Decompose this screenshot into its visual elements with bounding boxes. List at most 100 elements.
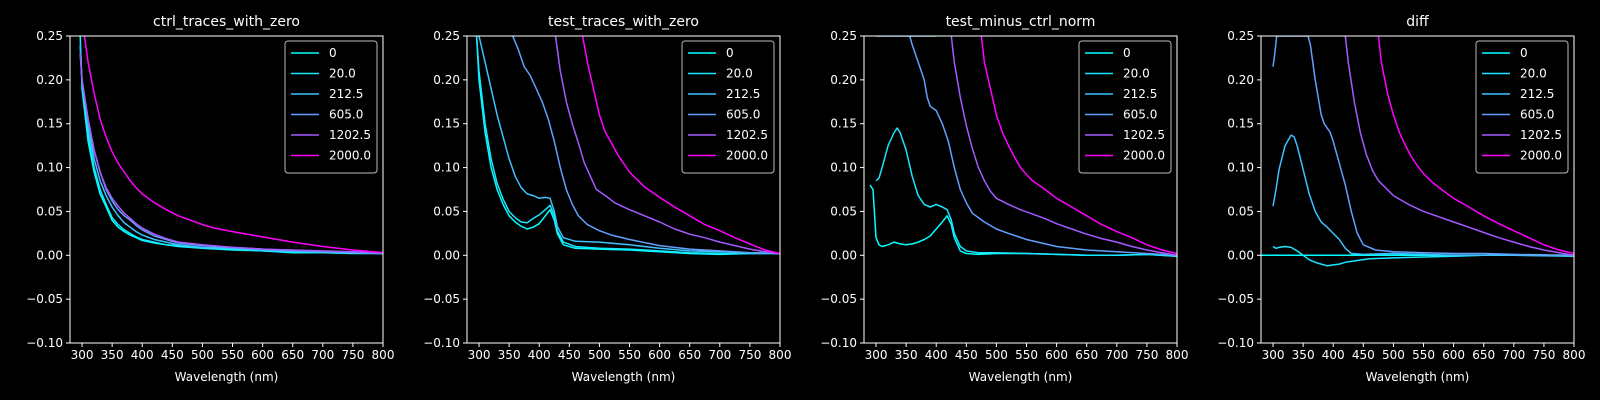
y-tick-label: 0.25: [830, 29, 857, 43]
subplot-title: test_minus_ctrl_norm: [946, 14, 1096, 30]
legend-label: 212.5: [329, 87, 363, 101]
x-tick-label: 550: [618, 348, 641, 362]
y-tick-label: −0.10: [26, 336, 63, 350]
y-tick-label: −0.05: [820, 292, 857, 306]
x-axis-label: Wavelength (nm): [969, 370, 1073, 384]
series-line-20.0: [79, 44, 383, 255]
x-tick-label: 600: [251, 348, 274, 362]
y-tick-label: −0.10: [1217, 336, 1254, 350]
legend-label: 2000.0: [726, 149, 768, 163]
x-tick-label: 550: [1412, 348, 1435, 362]
y-tick-label: 0.15: [36, 117, 63, 131]
x-tick-label: 600: [1442, 348, 1465, 362]
subplot-title: test_traces_with_zero: [548, 14, 699, 30]
x-tick-label: 700: [1105, 348, 1128, 362]
x-tick-label: 300: [468, 348, 491, 362]
y-tick-label: −0.05: [26, 292, 63, 306]
x-tick-label: 500: [985, 348, 1008, 362]
y-tick-label: 0.10: [1227, 161, 1254, 175]
series-line-1202.5: [1344, 36, 1574, 257]
x-tick-label: 700: [1502, 348, 1525, 362]
y-tick-label: 0.05: [433, 204, 460, 218]
legend: 0 20.0 212.5 605.0 1202.5 2000.0: [681, 40, 775, 174]
series-line-20.0: [475, 36, 780, 255]
legend-label: 605.0: [1520, 108, 1554, 122]
series-line-20.0: [875, 127, 1177, 257]
legend-label: 20.0: [1123, 67, 1150, 81]
y-tick-label: −0.10: [423, 336, 460, 350]
legend-label: 605.0: [1123, 108, 1157, 122]
y-tick-label: 0.00: [36, 248, 63, 262]
series-line-2000.0: [1377, 36, 1574, 255]
y-tick-label: 0.15: [433, 117, 460, 131]
legend-label: 2000.0: [1520, 149, 1562, 163]
legend-label: 20.0: [726, 67, 753, 81]
x-tick-label: 450: [161, 348, 184, 362]
x-tick-label: 400: [925, 348, 948, 362]
legend: 0 20.0 212.5 605.0 1202.5 2000.0: [1078, 40, 1172, 174]
legend-label: 0: [329, 46, 337, 60]
x-tick-label: 300: [1262, 348, 1285, 362]
subplot-1: 300 350 400 450 500 550 600 650 700 750 800 −0.10 −0…: [26, 14, 394, 384]
x-tick-label: 300: [865, 348, 888, 362]
x-tick-label: 800: [1166, 348, 1189, 362]
x-tick-label: 650: [1472, 348, 1495, 362]
y-tick-label: 0.10: [830, 161, 857, 175]
x-axis-label: Wavelength (nm): [175, 370, 279, 384]
x-tick-label: 500: [588, 348, 611, 362]
x-tick-label: 400: [1322, 348, 1345, 362]
x-tick-label: 350: [1292, 348, 1315, 362]
series-line-1202.5: [950, 36, 1177, 257]
x-tick-label: 500: [191, 348, 214, 362]
x-axis-label: Wavelength (nm): [572, 370, 676, 384]
x-tick-label: 350: [895, 348, 918, 362]
x-tick-label: 750: [738, 348, 761, 362]
series-group: [869, 36, 1177, 257]
y-tick-label: 0.20: [433, 73, 460, 87]
x-tick-label: 550: [221, 348, 244, 362]
x-tick-label: 600: [648, 348, 671, 362]
legend-label: 212.5: [726, 87, 760, 101]
series-line-2000.0: [581, 36, 780, 255]
legend-label: 20.0: [1520, 67, 1547, 81]
x-tick-label: 650: [678, 348, 701, 362]
series-line-0: [475, 36, 780, 256]
x-tick-label: 600: [1045, 348, 1068, 362]
legend-label: 1202.5: [1123, 128, 1165, 142]
legend-label: 2000.0: [1123, 149, 1165, 163]
series-line-2000.0: [980, 36, 1177, 255]
subplot-title: diff: [1406, 14, 1429, 30]
x-tick-label: 500: [1382, 348, 1405, 362]
x-tick-label: 400: [528, 348, 551, 362]
y-tick-label: 0.05: [1227, 204, 1254, 218]
series-line-605.0: [908, 36, 1177, 257]
series-line-2000.0: [83, 36, 383, 254]
x-tick-label: 450: [955, 348, 978, 362]
y-tick-label: −0.05: [423, 292, 460, 306]
legend: 0 20.0 212.5 605.0 1202.5 2000.0: [1475, 40, 1569, 174]
y-tick-label: 0.15: [830, 117, 857, 131]
x-tick-label: 800: [372, 348, 395, 362]
legend-label: 1202.5: [726, 128, 768, 142]
series-line-212.5: [1272, 134, 1574, 257]
y-tick-label: 0.20: [830, 73, 857, 87]
x-tick-label: 450: [558, 348, 581, 362]
series-group: [79, 36, 383, 255]
x-axis-label: Wavelength (nm): [1366, 370, 1470, 384]
legend-label: 2000.0: [329, 149, 371, 163]
y-tick-label: −0.05: [1217, 292, 1254, 306]
y-tick-label: 0.00: [433, 248, 460, 262]
series-line-605.0: [512, 36, 780, 255]
series-line-212.5: [478, 36, 780, 255]
x-tick-label: 350: [101, 348, 124, 362]
series-group: [1261, 36, 1574, 267]
legend-label: 212.5: [1520, 87, 1554, 101]
x-tick-label: 350: [498, 348, 521, 362]
axes-frame: [69, 35, 384, 344]
y-tick-label: 0.05: [36, 204, 63, 218]
x-tick-label: 650: [1075, 348, 1098, 362]
legend-label: 212.5: [1123, 87, 1157, 101]
subplot-2: 300 350 400 450 500 550 600 650 700 750 800 −0.10 −0…: [423, 14, 791, 384]
y-tick-label: 0.05: [830, 204, 857, 218]
